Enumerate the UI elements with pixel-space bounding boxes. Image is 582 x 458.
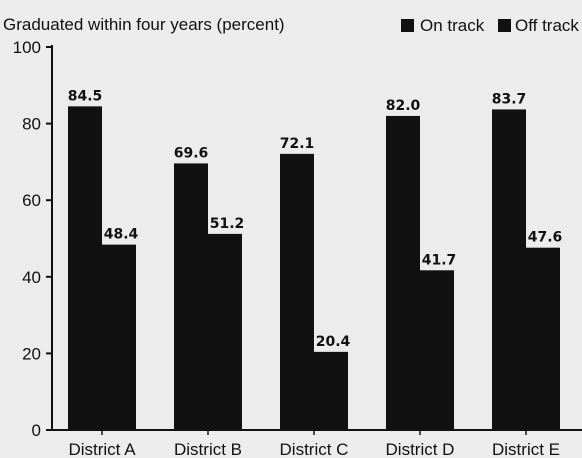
x-category-label: District D (386, 440, 455, 458)
bar-on-track (68, 106, 102, 431)
bar-off-track (420, 270, 454, 430)
x-category-label: District A (68, 440, 136, 458)
legend: On track Off track (401, 16, 579, 35)
y-axis-ticks: 0 20 40 60 80 100 (13, 38, 52, 440)
bar-off-track (208, 233, 242, 430)
data-label-on-track: 83.7 (492, 91, 527, 107)
bar-on-track (386, 115, 420, 430)
legend-label-on-track: On track (420, 16, 485, 35)
y-tick-label: 0 (32, 421, 41, 440)
x-category-label: District E (492, 440, 560, 458)
data-label-off-track: 20.4 (316, 334, 351, 350)
legend-label-off-track: Off track (515, 16, 579, 35)
y-tick-label: 80 (22, 115, 41, 134)
bar-off-track (526, 247, 560, 430)
bar-on-track (174, 163, 208, 430)
y-tick-label: 40 (22, 268, 41, 287)
data-label-off-track: 41.7 (422, 252, 457, 268)
legend-swatch-off-track (498, 19, 511, 32)
data-labels-group: 84.5 48.4 69.6 51.2 72.1 20.4 82.0 41.7 83.7 47.6 (68, 88, 563, 350)
y-tick-label: 60 (22, 191, 41, 210)
legend-swatch-on-track (401, 19, 414, 32)
chart-title: Graduated within four years (percent) (3, 15, 285, 34)
bar-off-track (102, 244, 136, 430)
bar-on-track (492, 109, 526, 430)
data-label-off-track: 51.2 (210, 216, 245, 232)
data-label-off-track: 48.4 (104, 227, 139, 243)
data-label-on-track: 72.1 (280, 136, 315, 152)
data-label-on-track: 69.6 (174, 145, 209, 161)
x-category-label: District B (174, 440, 242, 458)
data-label-on-track: 84.5 (68, 88, 103, 104)
y-tick-label: 20 (22, 344, 41, 363)
data-label-off-track: 47.6 (528, 230, 563, 246)
y-tick-label: 100 (13, 38, 41, 57)
bar-on-track (280, 153, 314, 430)
bar-off-track (314, 351, 348, 430)
x-category-label: District C (280, 440, 349, 458)
x-axis-labels: District A District B District C District D… (68, 430, 560, 458)
data-label-on-track: 82.0 (386, 98, 421, 114)
bars-group (68, 106, 560, 431)
